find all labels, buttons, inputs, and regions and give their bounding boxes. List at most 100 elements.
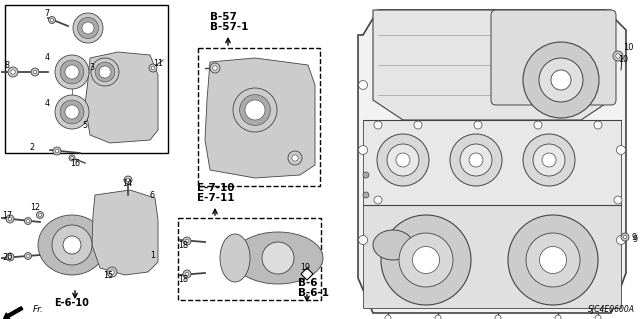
Text: 18: 18: [178, 276, 188, 285]
Circle shape: [542, 153, 556, 167]
Bar: [5, 5, 168, 153]
Text: 19: 19: [300, 263, 310, 272]
Circle shape: [60, 60, 84, 84]
Text: 6: 6: [150, 190, 154, 199]
Circle shape: [183, 237, 191, 245]
Circle shape: [24, 253, 31, 259]
Circle shape: [183, 270, 191, 278]
Circle shape: [8, 255, 12, 259]
Circle shape: [107, 267, 117, 277]
Circle shape: [24, 218, 31, 225]
Circle shape: [126, 178, 130, 182]
Circle shape: [91, 58, 119, 86]
Bar: [198, 48, 320, 186]
Circle shape: [288, 151, 302, 165]
Circle shape: [109, 270, 115, 274]
Text: 4: 4: [45, 54, 49, 63]
Circle shape: [212, 66, 217, 70]
Polygon shape: [92, 190, 158, 275]
Circle shape: [33, 70, 36, 74]
Circle shape: [539, 58, 583, 102]
Text: 10: 10: [618, 56, 628, 64]
Polygon shape: [363, 120, 621, 205]
Circle shape: [70, 157, 74, 160]
Circle shape: [73, 13, 103, 43]
Polygon shape: [358, 10, 626, 313]
Circle shape: [65, 65, 79, 79]
Text: 3: 3: [90, 63, 95, 72]
Circle shape: [385, 315, 391, 319]
Polygon shape: [85, 52, 158, 143]
Text: 14: 14: [122, 179, 132, 188]
Circle shape: [616, 235, 625, 244]
Circle shape: [358, 145, 367, 154]
Circle shape: [358, 235, 367, 244]
Text: B-57-1: B-57-1: [210, 22, 248, 32]
Circle shape: [185, 272, 189, 276]
Circle shape: [551, 70, 571, 90]
Text: 5: 5: [83, 121, 88, 130]
Text: 10: 10: [623, 43, 634, 53]
Circle shape: [63, 236, 81, 254]
Text: 9: 9: [632, 235, 637, 244]
Text: 20: 20: [2, 254, 12, 263]
Circle shape: [613, 51, 623, 61]
Circle shape: [594, 121, 602, 129]
Text: 17: 17: [2, 211, 12, 220]
Circle shape: [69, 155, 75, 161]
Polygon shape: [205, 58, 315, 178]
Text: 1: 1: [150, 251, 156, 261]
Circle shape: [60, 100, 84, 124]
Circle shape: [55, 95, 89, 129]
Circle shape: [245, 100, 265, 120]
Text: 9: 9: [632, 233, 637, 241]
Circle shape: [8, 67, 18, 77]
Circle shape: [399, 233, 453, 287]
Text: 11: 11: [153, 58, 163, 68]
Circle shape: [450, 134, 502, 186]
Text: E-7-11: E-7-11: [197, 193, 234, 203]
Circle shape: [414, 121, 422, 129]
Circle shape: [540, 247, 566, 273]
Circle shape: [11, 70, 15, 74]
Circle shape: [460, 144, 492, 176]
Text: Fr.: Fr.: [33, 305, 44, 314]
Circle shape: [523, 42, 599, 118]
Circle shape: [31, 68, 39, 76]
Text: 12: 12: [30, 203, 40, 211]
Circle shape: [185, 239, 189, 243]
Circle shape: [533, 144, 565, 176]
Circle shape: [36, 211, 44, 219]
Text: B-6: B-6: [298, 278, 317, 288]
Circle shape: [396, 153, 410, 167]
Circle shape: [151, 66, 155, 70]
Ellipse shape: [38, 215, 106, 275]
Text: 18: 18: [178, 241, 188, 249]
Circle shape: [358, 80, 367, 90]
Circle shape: [616, 145, 625, 154]
Circle shape: [413, 247, 440, 273]
Circle shape: [555, 315, 561, 319]
Circle shape: [534, 121, 542, 129]
Circle shape: [374, 196, 382, 204]
Circle shape: [523, 134, 575, 186]
Circle shape: [38, 213, 42, 217]
Circle shape: [95, 62, 115, 82]
Text: 7: 7: [44, 10, 49, 19]
Circle shape: [508, 215, 598, 305]
Circle shape: [239, 95, 270, 125]
Circle shape: [474, 121, 482, 129]
Circle shape: [65, 105, 79, 119]
Ellipse shape: [233, 232, 323, 284]
Circle shape: [616, 54, 620, 58]
Circle shape: [55, 55, 89, 89]
Text: B-57: B-57: [210, 12, 237, 22]
Circle shape: [26, 219, 29, 223]
Ellipse shape: [220, 234, 250, 282]
Circle shape: [469, 153, 483, 167]
Circle shape: [82, 22, 94, 34]
Circle shape: [99, 66, 111, 78]
Circle shape: [77, 18, 99, 39]
Circle shape: [262, 242, 294, 274]
Circle shape: [53, 147, 61, 155]
